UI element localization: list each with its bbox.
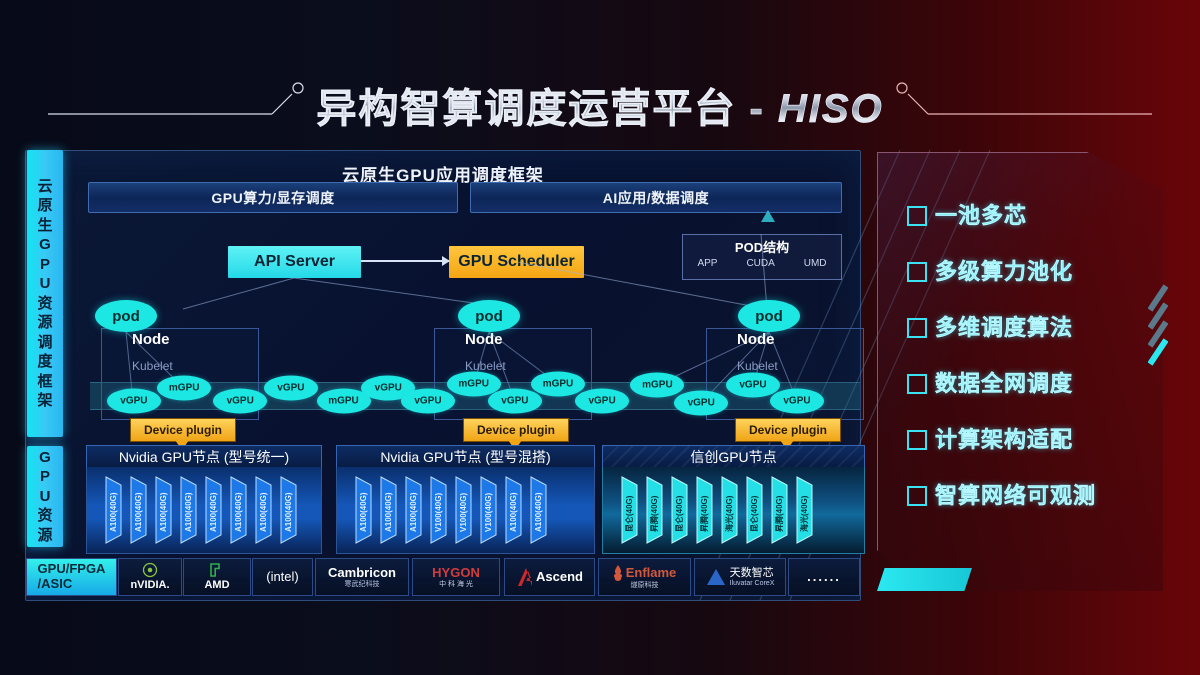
svg-text:A100(40G): A100(40G): [284, 492, 293, 532]
svg-text:A100(40G): A100(40G): [109, 492, 118, 532]
svg-text:V100(40G): V100(40G): [434, 493, 443, 532]
svg-text:昇腾(40G): 昇腾(40G): [649, 495, 659, 532]
svg-text:V100(40G): V100(40G): [459, 493, 468, 532]
svg-text:海光(40G): 海光(40G): [799, 495, 809, 532]
svg-text:昆仑(40G): 昆仑(40G): [749, 495, 759, 532]
svg-text:昆仑(40G): 昆仑(40G): [674, 495, 684, 532]
svg-text:A100(40G): A100(40G): [159, 492, 168, 532]
svg-text:昆仑(40G): 昆仑(40G): [624, 495, 634, 532]
svg-text:A100(40G): A100(40G): [209, 492, 218, 532]
svg-text:昇腾(40G): 昇腾(40G): [774, 495, 784, 532]
svg-text:A100(40G): A100(40G): [259, 492, 268, 532]
svg-text:昇腾(40G): 昇腾(40G): [699, 495, 709, 532]
svg-text:A100(40G): A100(40G): [359, 492, 368, 532]
svg-text:A100(40G): A100(40G): [134, 492, 143, 532]
svg-text:海光(40G): 海光(40G): [724, 495, 734, 532]
svg-text:A100(40G): A100(40G): [534, 492, 543, 532]
svg-text:A100(40G): A100(40G): [384, 492, 393, 532]
svg-text:A100(40G): A100(40G): [409, 492, 418, 532]
svg-text:A100(40G): A100(40G): [234, 492, 243, 532]
svg-text:V100(40G): V100(40G): [484, 493, 493, 532]
svg-text:A100(40G): A100(40G): [509, 492, 518, 532]
svg-text:A100(40G): A100(40G): [184, 492, 193, 532]
